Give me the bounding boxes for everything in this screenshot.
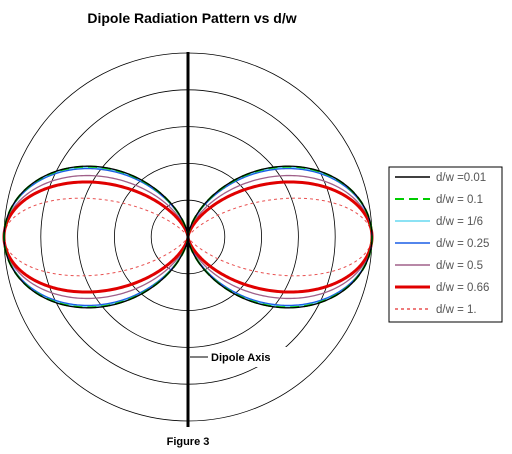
dipole-axis-label: Dipole Axis bbox=[211, 352, 271, 364]
legend-label: d/w = 1/6 bbox=[436, 216, 483, 228]
legend-label: d/w = 0.1 bbox=[436, 194, 483, 206]
annotation-background bbox=[208, 347, 290, 367]
legend-label: d/w =0.01 bbox=[436, 172, 486, 184]
legend: d/w =0.01 d/w = 0.1 d/w = 1/6 d/w = 0.25 d/w… bbox=[388, 166, 503, 323]
legend-label: d/w = 1. bbox=[436, 304, 477, 316]
legend-label: d/w = 0.5 bbox=[436, 260, 483, 272]
chart-title: Dipole Radiation Pattern vs d/w bbox=[87, 10, 296, 26]
legend-label: d/w = 0.66 bbox=[436, 282, 489, 294]
figure-caption: Figure 3 bbox=[167, 436, 210, 448]
legend-box bbox=[388, 166, 503, 323]
legend-label: d/w = 0.25 bbox=[436, 238, 489, 250]
